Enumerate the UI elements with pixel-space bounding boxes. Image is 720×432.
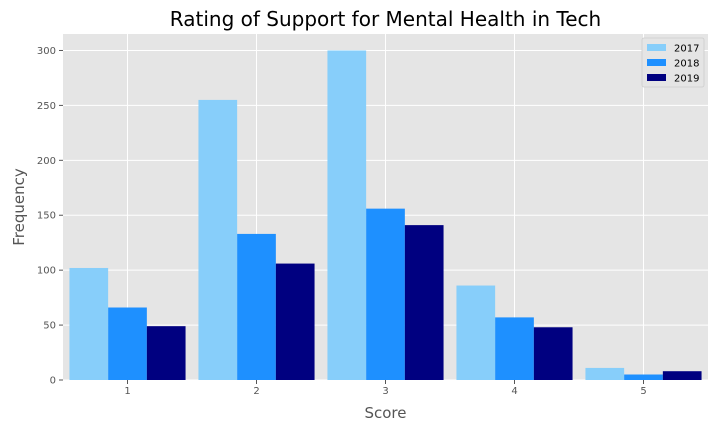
y-tick-label: 0 [50,376,56,387]
bar-2018-5 [624,374,663,380]
bar-2018-3 [366,208,405,380]
legend-swatch-2019 [647,74,666,81]
bar-2019-3 [404,225,444,380]
y-tick-label: 50 [43,321,56,332]
y-tick-label: 200 [37,156,56,167]
bar-2019-4 [533,327,573,380]
bar-2018-1 [108,307,147,380]
x-tick-label: 5 [640,386,646,397]
bar-2017-1 [69,267,109,380]
legend-label-2019: 2019 [674,74,699,85]
y-tick-label: 300 [37,46,56,57]
y-tick-label: 250 [37,101,56,112]
legend: 2017 2018 2019 [641,37,705,88]
x-axis-ticks: 1 2 3 4 5 [124,380,647,397]
bars [69,50,702,381]
x-tick-label: 1 [124,386,130,397]
chart-title: Rating of Support for Mental Health in T… [170,7,601,31]
y-axis-ticks: 0 50 100 150 200 250 300 [37,46,63,387]
bar-2017-4 [456,285,496,380]
bar-2017-3 [327,50,367,380]
y-tick-label: 150 [37,211,56,222]
legend-label-2018: 2018 [674,59,699,70]
legend-label-2017: 2017 [674,44,699,55]
x-tick-label: 3 [382,386,388,397]
legend-swatch-2017 [647,44,666,51]
legend-swatch-2018 [647,59,666,66]
x-axis-label: Score [364,404,406,422]
x-tick-label: 4 [511,386,517,397]
bar-2019-1 [146,326,186,380]
bar-2018-4 [495,317,534,380]
x-tick-label: 2 [253,386,259,397]
bar-2019-2 [275,263,315,380]
bar-2018-2 [237,233,276,380]
bar-2019-5 [662,371,702,380]
y-tick-label: 100 [37,266,56,277]
bar-2017-2 [198,99,238,381]
y-axis-label: Frequency [10,168,28,246]
bar-2017-5 [585,367,625,380]
